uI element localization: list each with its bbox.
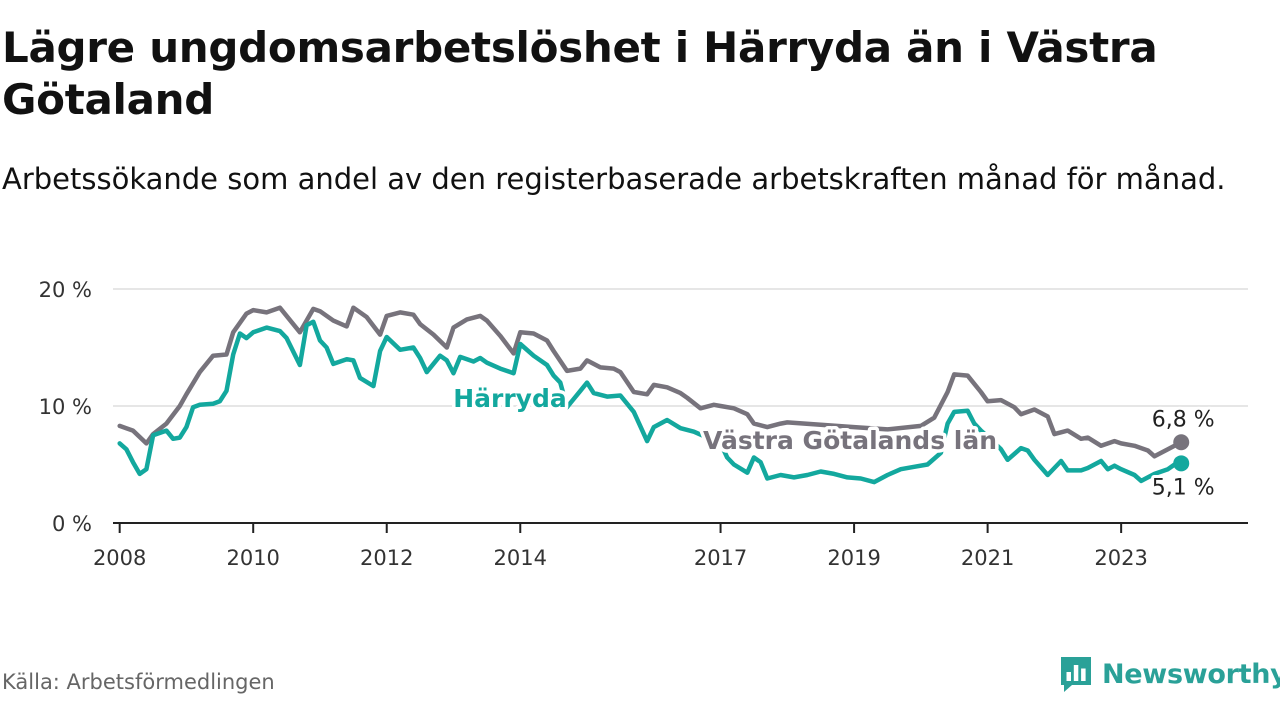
x-tick-label: 2017 [694,546,747,570]
series-line-harryda [117,319,1184,485]
chart-title: Lägre ungdomsarbetslöshet i Härryda än i… [2,23,1158,124]
newsworthy-logo-icon [1061,657,1091,692]
x-tick-label: 2014 [494,546,547,570]
series-labels: Västra Götalands län 6,8 % Härryda 5,1 % [450,381,1218,504]
x-tick-label: 2023 [1094,546,1147,570]
brand-name: Newsworthy [1102,658,1280,690]
gridlines [113,288,1248,407]
end-value-label-vastra-gotaland: 6,8 % [1152,407,1215,432]
source-note: Källa: Arbetsförmedlingen [2,670,275,694]
x-tick-label: 2010 [226,546,279,570]
series-endpoint-vastra-gotaland [1173,434,1190,451]
x-tick-label: 2019 [827,546,880,570]
series-label-vastra-gotaland: Västra Götalands län [703,426,997,455]
x-tick-label: 2021 [961,546,1014,570]
brand-logo: Newsworthy [1058,654,1280,694]
x-tick-label: 2012 [360,546,413,570]
series-label-harryda: Härryda [453,384,567,413]
end-value-label-harryda: 5,1 % [1152,475,1215,500]
y-tick-label: 0 % [52,512,92,536]
series-lines [117,305,1190,485]
x-tick-label: 2008 [93,546,146,570]
y-tick-label: 10 % [39,395,92,419]
y-tick-label: 20 % [39,278,92,302]
series-endpoint-harryda [1173,455,1190,472]
series-line-vastra-gotaland [117,305,1184,459]
y-axis-tick-labels: 0 % 10 % 20 % [39,278,92,536]
x-axis: 2008 2010 2012 2014 2017 2019 2021 2023 [93,522,1248,570]
chart-subtitle: Arbetssökande som andel av den registerb… [2,162,1226,196]
